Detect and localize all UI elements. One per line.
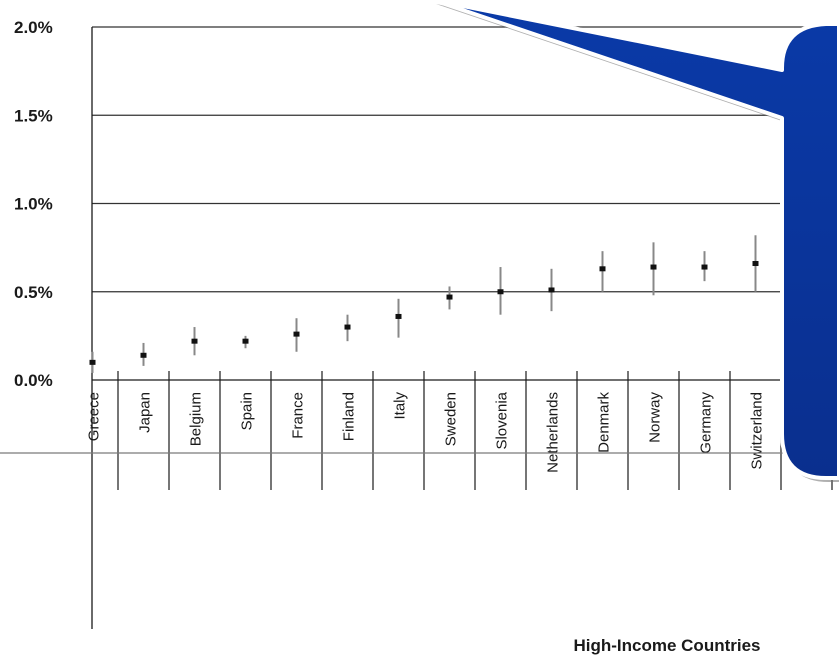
estimate-point xyxy=(191,338,198,344)
estimate-point xyxy=(752,261,759,267)
x-tick-label: Netherlands xyxy=(545,392,562,473)
y-tick-label: 1.5% xyxy=(14,106,53,125)
x-tick-label: Switzerland xyxy=(749,392,766,470)
estimate-point xyxy=(701,264,708,270)
x-tick-label: France xyxy=(290,392,307,439)
x-axis-ticks: Greece Japan Belgium Spain France Finland Ital… xyxy=(86,391,817,473)
x-tick-label: Spain xyxy=(239,392,256,430)
x-tick-label: Italy xyxy=(392,392,409,420)
x-tick-label: Germany xyxy=(698,392,715,454)
estimate-point xyxy=(89,359,96,365)
estimate-point xyxy=(344,324,351,330)
x-tick-label: Slovenia xyxy=(494,391,511,449)
x-tick-label: Japan xyxy=(137,392,154,433)
x-axis-title: High-Income Countries xyxy=(573,636,760,655)
speech-callout-shape xyxy=(431,0,839,482)
estimate-point xyxy=(242,338,249,344)
x-tick-label: Belgium xyxy=(188,392,205,446)
estimate-point xyxy=(395,313,402,319)
y-tick-label: 1.0% xyxy=(14,195,53,214)
estimate-point xyxy=(548,287,555,293)
x-tick-label: Finland xyxy=(341,392,358,441)
data-marks xyxy=(89,235,759,373)
x-tick-label: Denmark xyxy=(596,392,613,453)
y-tick-label: 0.5% xyxy=(14,283,53,302)
gridlines xyxy=(92,26,839,293)
x-tick-label: Norway xyxy=(647,392,664,443)
x-tick-label: Sweden xyxy=(443,392,460,446)
estimate-point xyxy=(446,294,453,300)
estimate-point xyxy=(599,266,606,272)
x-tick-label: Greece xyxy=(86,392,103,441)
y-tick-label: 0.0% xyxy=(14,371,53,390)
axes xyxy=(91,27,839,629)
estimate-point xyxy=(293,331,300,337)
estimate-point xyxy=(140,352,147,358)
y-axis-ticks: 2.0% 1.5% 1.0% 0.5% 0.0% xyxy=(14,18,53,390)
estimate-point xyxy=(497,289,504,295)
y-tick-label: 2.0% xyxy=(14,18,53,37)
estimate-point xyxy=(650,264,657,270)
